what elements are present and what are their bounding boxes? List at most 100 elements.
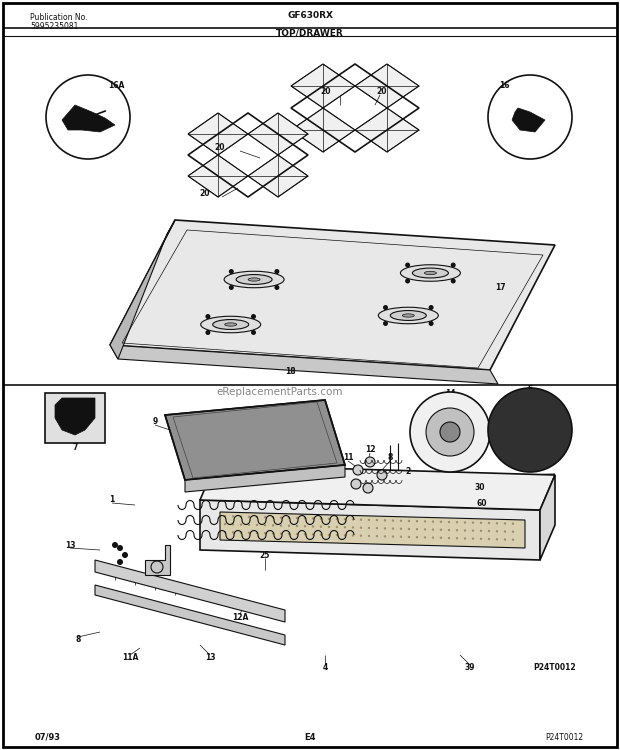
Polygon shape <box>110 220 175 359</box>
Text: 12: 12 <box>365 446 375 454</box>
Circle shape <box>275 285 280 290</box>
Circle shape <box>496 530 498 532</box>
Text: 17: 17 <box>495 284 505 292</box>
Circle shape <box>405 278 410 284</box>
Circle shape <box>272 524 274 526</box>
Text: 4: 4 <box>322 664 327 673</box>
Circle shape <box>336 526 338 528</box>
Circle shape <box>488 75 572 159</box>
Circle shape <box>256 524 258 526</box>
Circle shape <box>320 526 322 528</box>
Circle shape <box>424 528 426 530</box>
Polygon shape <box>185 465 345 492</box>
Circle shape <box>426 408 474 456</box>
Circle shape <box>288 524 290 527</box>
Circle shape <box>424 520 426 523</box>
Polygon shape <box>145 545 170 575</box>
Circle shape <box>416 536 419 538</box>
Text: 16: 16 <box>500 80 510 89</box>
Circle shape <box>405 262 410 268</box>
Polygon shape <box>55 398 95 435</box>
Circle shape <box>304 517 306 520</box>
Circle shape <box>288 532 290 535</box>
Circle shape <box>312 518 314 520</box>
Ellipse shape <box>201 316 260 333</box>
Text: GF630RX: GF630RX <box>287 11 333 20</box>
Circle shape <box>410 392 490 472</box>
Ellipse shape <box>224 272 284 288</box>
Ellipse shape <box>378 308 438 324</box>
Circle shape <box>408 536 410 538</box>
Circle shape <box>400 527 402 530</box>
Circle shape <box>496 538 498 541</box>
Circle shape <box>480 522 482 524</box>
Circle shape <box>448 537 450 539</box>
Bar <box>45 393 105 443</box>
Circle shape <box>360 526 362 529</box>
Polygon shape <box>95 560 285 622</box>
Circle shape <box>488 388 572 472</box>
Text: 2: 2 <box>405 467 410 476</box>
Ellipse shape <box>224 322 237 326</box>
Circle shape <box>472 538 474 540</box>
Circle shape <box>451 262 456 268</box>
Circle shape <box>232 524 234 526</box>
Circle shape <box>448 529 450 531</box>
Ellipse shape <box>412 268 448 278</box>
Polygon shape <box>291 108 355 152</box>
Text: 1: 1 <box>109 496 115 505</box>
Circle shape <box>352 518 354 520</box>
Circle shape <box>504 522 506 525</box>
Circle shape <box>304 525 306 527</box>
Text: 20: 20 <box>377 86 388 95</box>
Circle shape <box>224 523 226 525</box>
Circle shape <box>46 75 130 159</box>
Text: eReplacementParts.com: eReplacementParts.com <box>217 387 343 397</box>
Text: 18: 18 <box>285 368 295 376</box>
Circle shape <box>392 519 394 522</box>
Polygon shape <box>110 220 555 370</box>
Circle shape <box>488 538 490 540</box>
Circle shape <box>400 520 402 522</box>
Text: 7: 7 <box>73 442 78 452</box>
Circle shape <box>368 526 370 529</box>
Circle shape <box>112 542 118 548</box>
Circle shape <box>428 321 433 326</box>
Circle shape <box>351 479 361 489</box>
Text: 30: 30 <box>475 484 485 493</box>
Circle shape <box>488 530 490 532</box>
Circle shape <box>383 305 388 310</box>
Circle shape <box>408 520 410 522</box>
Circle shape <box>496 522 498 524</box>
Circle shape <box>504 530 506 532</box>
Circle shape <box>384 527 386 530</box>
Circle shape <box>384 519 386 521</box>
Circle shape <box>240 531 242 534</box>
Circle shape <box>352 526 354 529</box>
Circle shape <box>336 534 338 536</box>
Circle shape <box>456 537 458 539</box>
Circle shape <box>512 538 514 541</box>
Text: Publication No.: Publication No. <box>30 13 87 22</box>
Text: E4: E4 <box>304 733 316 742</box>
Circle shape <box>229 285 234 290</box>
Polygon shape <box>355 108 419 152</box>
Circle shape <box>251 330 256 335</box>
Polygon shape <box>220 512 525 548</box>
Circle shape <box>360 535 362 537</box>
Circle shape <box>224 531 226 533</box>
Circle shape <box>312 533 314 536</box>
Circle shape <box>336 518 338 520</box>
Circle shape <box>296 517 298 519</box>
Polygon shape <box>165 400 345 480</box>
Circle shape <box>344 518 346 520</box>
Text: P24T0012: P24T0012 <box>534 664 577 673</box>
Circle shape <box>424 536 426 538</box>
Circle shape <box>240 515 242 517</box>
Circle shape <box>320 533 322 536</box>
Polygon shape <box>188 155 248 197</box>
Text: 5: 5 <box>528 386 533 394</box>
Circle shape <box>288 517 290 519</box>
Circle shape <box>224 515 226 517</box>
Circle shape <box>376 535 378 537</box>
